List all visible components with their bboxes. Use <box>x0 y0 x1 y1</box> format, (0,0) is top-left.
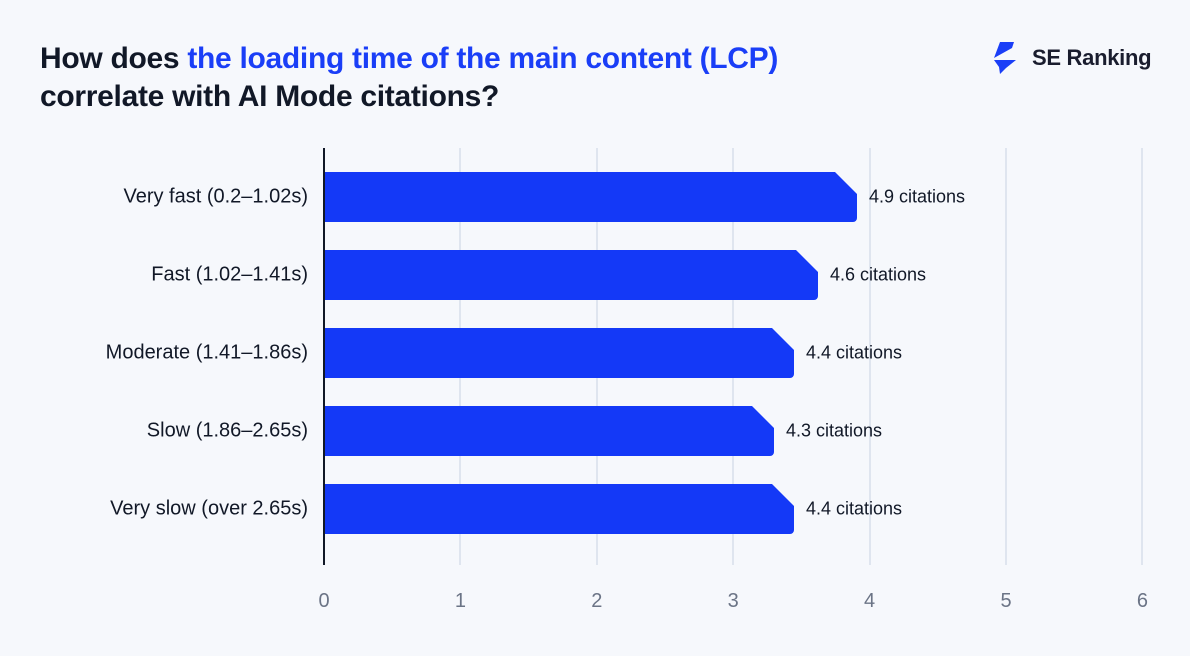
category-label: Very fast (0.2–1.02s) <box>123 185 308 208</box>
bar <box>325 328 794 378</box>
gridline <box>1005 148 1007 565</box>
data-label: 4.9 citations <box>869 186 966 207</box>
x-tick-label: 4 <box>864 590 876 612</box>
x-tick-label: 3 <box>727 590 739 612</box>
category-label: Slow (1.86–2.65s) <box>146 419 308 442</box>
brand-logo: SE Ranking <box>986 40 1152 76</box>
chart-title: How does the loading time of the main co… <box>40 40 778 116</box>
title-prefix: How does <box>40 42 188 75</box>
title-highlight: the loading time of the main content (LC… <box>187 42 779 75</box>
x-tick-label: 0 <box>318 590 330 612</box>
y-axis-line <box>323 148 325 565</box>
category-label: Moderate (1.41–1.86s) <box>105 341 308 364</box>
bar <box>325 484 794 534</box>
category-label: Very slow (over 2.65s) <box>110 497 308 520</box>
gridline <box>1141 148 1144 565</box>
title-suffix: correlate with AI Mode citations? <box>40 80 500 113</box>
bar <box>325 250 818 300</box>
x-tick-label: 1 <box>454 590 466 612</box>
bar <box>325 406 774 456</box>
data-label: 4.6 citations <box>830 264 927 285</box>
data-label: 4.3 citations <box>786 420 883 441</box>
bar <box>325 172 857 222</box>
x-tick-label: 6 <box>1136 590 1148 612</box>
x-tick-label: 2 <box>591 590 603 612</box>
category-label: Fast (1.02–1.41s) <box>151 263 308 286</box>
x-tick-label: 5 <box>1000 590 1012 612</box>
data-label: 4.4 citations <box>806 342 903 363</box>
gridline <box>868 148 871 565</box>
brand-name: SE Ranking <box>1032 45 1152 70</box>
data-label: 4.4 citations <box>806 498 903 519</box>
se-ranking-logo-icon <box>994 42 1016 74</box>
